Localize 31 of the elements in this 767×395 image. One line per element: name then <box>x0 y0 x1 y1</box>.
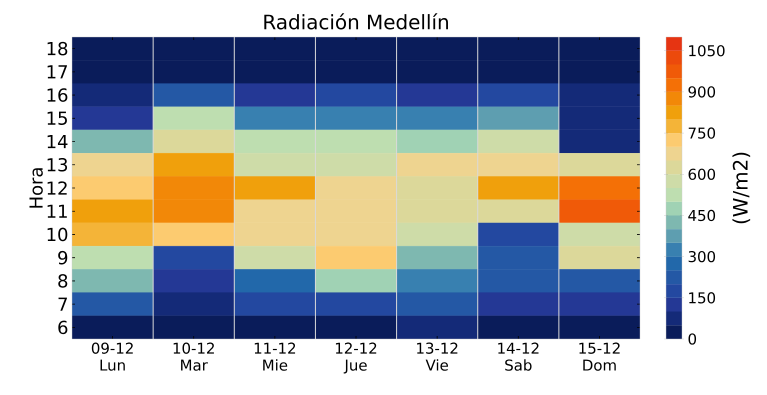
y-tick-label: 11 <box>48 204 67 218</box>
color-bar-label: 450 <box>688 210 716 222</box>
y-tick-label: 8 <box>58 274 68 288</box>
y-tick-label: 12 <box>48 181 67 195</box>
color-bar-label: 750 <box>688 127 716 139</box>
color-bar-label: 150 <box>689 292 716 304</box>
y-tick-label: 9 <box>58 250 68 264</box>
y-axis-title: Hora <box>29 168 43 208</box>
y-tick-label: 18 <box>48 42 68 56</box>
x-tick-label: 15-12 Dom <box>579 342 620 371</box>
color-bar-label: 0 <box>688 333 696 345</box>
y-tick-label: 17 <box>48 65 67 78</box>
y-tick-label: 14 <box>48 134 68 148</box>
color-bar-title: (W/m2) <box>732 152 750 224</box>
color-bar-label: 300 <box>688 250 716 262</box>
color-bar-label: 600 <box>688 168 716 180</box>
x-tick-label: 14-12 Sab <box>498 342 539 371</box>
color-bar-label: 900 <box>688 86 716 98</box>
y-tick-label: 6 <box>58 320 68 334</box>
y-tick-label: 15 <box>48 112 67 125</box>
y-tick-label: 10 <box>48 228 68 242</box>
color-bar-label: 1050 <box>689 45 725 56</box>
x-tick-label: 10-12 Mar <box>174 342 214 371</box>
y-tick-label: 7 <box>58 298 67 311</box>
chart-title: Radiación Medellín <box>264 13 448 30</box>
x-tick-label: 09-12 Lun <box>92 342 133 371</box>
x-tick-label: 13-12 Vie <box>417 342 458 371</box>
x-tick-label: 11-12 Mie <box>254 342 296 371</box>
y-tick-label: 16 <box>48 88 68 102</box>
x-tick-label: 12-12 Jue <box>336 342 376 374</box>
y-tick-label: 13 <box>48 158 68 172</box>
